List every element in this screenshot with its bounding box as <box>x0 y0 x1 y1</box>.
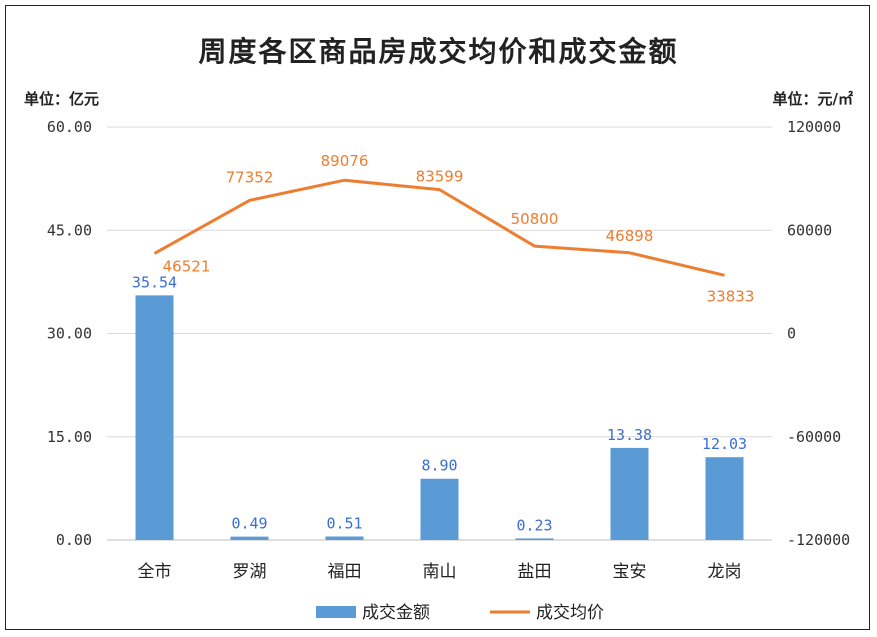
line-data-label: 46521 <box>163 257 211 275</box>
category-label: 罗湖 <box>233 562 267 582</box>
line-data-label: 33833 <box>707 287 755 305</box>
right-tick-label: 60000 <box>787 221 832 239</box>
left-tick-label: 30.00 <box>47 325 92 343</box>
category-label: 南山 <box>423 562 457 582</box>
right-tick-label: 0 <box>787 325 796 343</box>
bar <box>325 536 364 540</box>
bar-data-label: 13.38 <box>607 426 652 444</box>
bar-data-label: 8.90 <box>421 457 457 475</box>
line-data-label: 46898 <box>606 227 654 245</box>
category-label: 福田 <box>328 562 362 582</box>
category-label: 宝安 <box>613 562 647 582</box>
legend-label-bar: 成交金额 <box>362 603 430 623</box>
line-data-label: 77352 <box>226 168 274 186</box>
bar-series <box>135 295 744 540</box>
legend: 成交金额 成交均价 <box>316 603 604 623</box>
bar <box>135 295 174 540</box>
price-line <box>153 178 725 277</box>
data-labels: 35.54 0.49 0.51 8.90 0.23 13.38 12.03 46521 7735… <box>132 152 754 534</box>
left-axis-unit: 单位：亿元 <box>24 90 100 108</box>
bar <box>420 478 459 540</box>
line-data-label: 83599 <box>416 168 464 186</box>
line-series <box>153 178 725 277</box>
bar-data-label: 35.54 <box>132 273 177 291</box>
bar-data-label: 12.03 <box>702 435 747 453</box>
bar <box>705 457 744 540</box>
right-tick-label: 120000 <box>787 118 841 136</box>
bar-data-label: 0.23 <box>516 516 552 534</box>
bar <box>230 536 269 540</box>
category-labels: 全市 罗湖 福田 南山 盐田 宝安 龙岗 <box>138 562 742 582</box>
line-data-label: 50800 <box>511 210 559 228</box>
category-label: 盐田 <box>518 562 552 582</box>
bar <box>610 447 649 540</box>
left-tick-label: 60.00 <box>47 118 92 136</box>
bar-data-label: 0.51 <box>326 514 362 532</box>
line-data-label: 89076 <box>321 152 369 170</box>
bar-data-label: 0.49 <box>231 515 267 533</box>
right-tick-label: -120000 <box>787 531 850 549</box>
left-tick-label: 0.00 <box>56 531 92 549</box>
category-label: 全市 <box>138 562 172 582</box>
category-label: 龙岗 <box>708 562 742 582</box>
right-axis-unit: 单位：元/㎡ <box>772 90 853 108</box>
chart-title: 周度各区商品房成交均价和成交金额 <box>198 35 679 68</box>
legend-swatch-bar <box>316 606 356 618</box>
axis-ticks: 0.00 15.00 30.00 45.00 60.00 -120000 -60000 0 60… <box>47 118 850 549</box>
left-tick-label: 15.00 <box>47 428 92 446</box>
legend-label-line: 成交均价 <box>536 603 604 623</box>
bar <box>515 538 554 540</box>
right-tick-label: -60000 <box>787 428 841 446</box>
left-tick-label: 45.00 <box>47 221 92 239</box>
